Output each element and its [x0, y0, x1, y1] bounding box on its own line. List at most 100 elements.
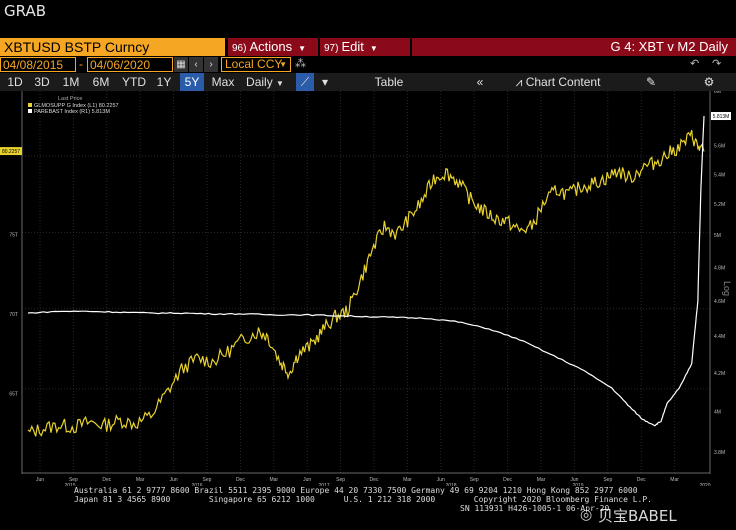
chart-content-button[interactable]: ⩘ Chart Content [510, 73, 606, 91]
actions-menu[interactable]: 96) Actions ▼ [228, 38, 318, 56]
currency-select[interactable]: Local CCY ▼ [221, 57, 291, 72]
edit-icon[interactable]: ✎ [645, 75, 657, 89]
x-tick-label: Mar [269, 477, 278, 483]
collapse-icon[interactable]: « [476, 75, 484, 89]
right-tick-label: 6M [714, 91, 721, 95]
x-tick-label: Mar [670, 477, 679, 483]
edit-num: 97) [324, 43, 339, 54]
footer-line-3: SN 113931 H426-1005-1 06-Apr-20 [460, 504, 610, 513]
x-tick-label: Mar [537, 477, 546, 483]
table-button[interactable]: Table [374, 75, 404, 89]
x-tick-label: Dec [637, 477, 646, 483]
series-line-parebast [27, 115, 705, 427]
line-chart-icon[interactable]: ⟋ [296, 73, 314, 91]
left-tick-label: 70T [9, 312, 18, 318]
chart-line-icon: ⩘ [515, 75, 523, 89]
x-tick-label: Sep [203, 477, 212, 483]
chevron-down-icon: ▼ [276, 79, 284, 88]
currency-label: Local CCY [225, 57, 283, 71]
right-tick-label: 4.2M [714, 371, 725, 377]
left-tick-label: 80.2257 [2, 149, 20, 155]
x-tick-label: Dec [503, 477, 512, 483]
year-tick-label: 2015 [64, 483, 75, 486]
undo-icon[interactable]: ↶ [690, 58, 700, 70]
right-tick-label: 5M [714, 233, 721, 239]
footer-line-2: Japan 81 3 4565 8900 Singapore 65 6212 1… [74, 495, 652, 504]
right-tick-label: 4.8M [714, 265, 725, 271]
gear-icon[interactable]: ⚙ [703, 75, 715, 89]
chart-content-label: Chart Content [525, 75, 601, 89]
legend-swatch-2 [28, 109, 32, 113]
legend-swatch-1 [28, 103, 32, 107]
start-date-input[interactable]: 04/08/2015 [0, 57, 76, 72]
right-axis-ticks: 6M 5.813M 5.6M 5.4M 5.2M 5M 4.8M 4.6M 4.4M 4.2M 4M… [711, 91, 731, 456]
x-tick-label: Dec [370, 477, 379, 483]
redo-icon[interactable]: ↷ [712, 58, 722, 70]
settings-small-icon[interactable]: ⁂ [295, 58, 306, 70]
x-tick-label: Mar [403, 477, 412, 483]
plot-background [22, 91, 710, 473]
legend-series-1: GLMOSUPP G Index (L1) 80.2257 [34, 103, 119, 109]
right-tick-label: 5.6M [714, 144, 725, 150]
series-line-glmosupp [27, 129, 705, 437]
legend-series-2: PAREBAST Index (R1) 5.813M [34, 109, 110, 115]
x-tick-label: Mar [136, 477, 145, 483]
left-axis-ticks: 80.2257 75T 70T 65T [0, 147, 22, 397]
chevron-down-icon: ▼ [279, 60, 287, 69]
right-tick-label: 5.2M [714, 202, 725, 208]
period-ytd[interactable]: YTD [122, 75, 146, 89]
weibo-icon: ◎ [580, 506, 593, 522]
footer-line-1: Australia 61 2 9777 8600 Brazil 5511 239… [74, 486, 638, 495]
right-tick-label: 4.6M [714, 299, 725, 305]
frequency-label: Daily [246, 75, 273, 89]
period-3d[interactable]: 3D [34, 75, 50, 89]
period-1m[interactable]: 1M [62, 75, 80, 89]
edit-menu[interactable]: 97) Edit ▼ [320, 38, 410, 56]
x-tick-label: Jun [36, 477, 44, 483]
left-tick-label: 75T [9, 232, 18, 238]
edit-label: Edit [341, 39, 364, 54]
period-6m[interactable]: 6M [92, 75, 110, 89]
chart-area[interactable]: 80.2257 75T 70T 65T 6M 5.813M 5.6M 5.4M 5.2M 5M 4… [0, 91, 736, 486]
date-separator: - [79, 57, 83, 71]
x-axis-ticks: Jun Sep Dec Mar Jun Sep Dec Mar Jun Sep Dec Mar Jun S… [36, 477, 711, 486]
frequency-select[interactable]: Daily ▼ [242, 73, 288, 91]
right-last-value-box [711, 112, 731, 121]
left-tick-label: 65T [9, 391, 18, 397]
right-tick-label: 4.4M [714, 334, 725, 340]
year-tick-label: 2016 [191, 483, 202, 486]
year-tick-label: 2017 [318, 483, 329, 486]
period-5y[interactable]: 5Y [180, 73, 204, 91]
left-last-value-box [0, 147, 22, 156]
actions-label: Actions [249, 39, 293, 54]
series-layer [27, 115, 705, 437]
chevron-down-icon[interactable]: ▾ [321, 75, 329, 89]
x-tick-label: Sep [336, 477, 345, 483]
calendar-icon[interactable]: ▦ [174, 57, 188, 72]
x-tick-label: Jun [570, 477, 578, 483]
year-tick-label: 2019 [572, 483, 583, 486]
x-tick-label: Sep [603, 477, 612, 483]
chevron-down-icon: ▼ [369, 44, 378, 53]
period-1d[interactable]: 1D [7, 75, 23, 89]
x-tick-label: Jun [170, 477, 178, 483]
footer: Australia 61 2 9777 8600 Brazil 5511 239… [0, 486, 736, 513]
right-tick-label: 4M [714, 409, 721, 415]
ticker-field[interactable]: XBTUSD BSTP Curncy [0, 38, 225, 56]
x-tick-label: Dec [236, 477, 245, 483]
legend-header: Last Price [58, 96, 82, 102]
x-tick-label: Sep [470, 477, 479, 483]
year-tick-label: 2020 [699, 483, 710, 486]
chevron-left-icon[interactable]: ‹ [189, 57, 203, 72]
chevron-right-icon[interactable]: › [204, 57, 218, 72]
x-tick-label: Dec [102, 477, 111, 483]
period-max[interactable]: Max [211, 75, 235, 89]
chevron-down-icon: ▼ [298, 44, 307, 53]
year-tick-label: 2018 [445, 483, 456, 486]
end-date-input[interactable]: 04/06/2020 [87, 57, 173, 72]
actions-num: 96) [232, 43, 247, 54]
right-tick-label: 5.4M [714, 172, 725, 178]
right-tick-label: 3.8M [714, 450, 725, 456]
period-1y[interactable]: 1Y [156, 75, 172, 89]
grab-label: GRAB [4, 2, 46, 20]
